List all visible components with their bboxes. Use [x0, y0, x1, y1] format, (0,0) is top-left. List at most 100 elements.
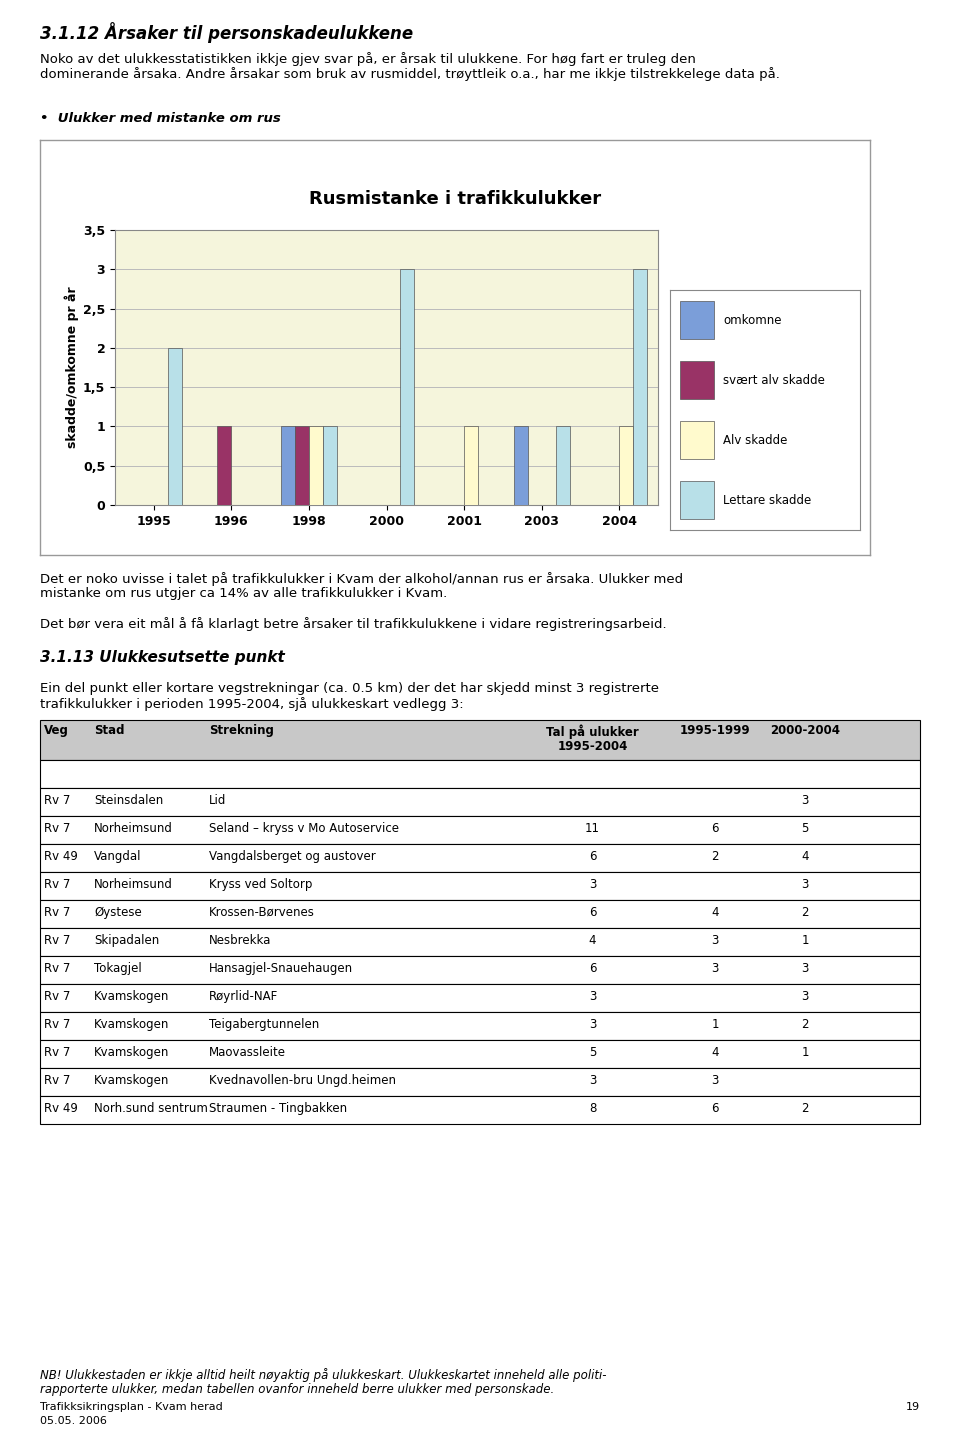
Text: Hansagjel-Snauehaugen: Hansagjel-Snauehaugen — [209, 961, 353, 975]
Text: Rv 7: Rv 7 — [44, 794, 70, 807]
Text: Kvamskogen: Kvamskogen — [94, 990, 169, 1003]
Text: Seland – kryss v Mo Autoservice: Seland – kryss v Mo Autoservice — [209, 822, 399, 835]
Text: rapporterte ulukker, medan tabellen ovanfor inneheld berre ulukker med personska: rapporterte ulukker, medan tabellen ovan… — [40, 1383, 554, 1396]
Text: 3: 3 — [588, 1018, 596, 1031]
Text: Rv 7: Rv 7 — [44, 1045, 70, 1058]
Text: 3.1.12 Årsaker til personskadeulukkene: 3.1.12 Årsaker til personskadeulukkene — [40, 22, 413, 43]
Text: Rusmistanke i trafikkulukker: Rusmistanke i trafikkulukker — [309, 190, 601, 209]
Text: Stad: Stad — [94, 724, 125, 737]
Text: Trafikksikringsplan - Kvam herad: Trafikksikringsplan - Kvam herad — [40, 1402, 223, 1412]
Text: Øystese: Øystese — [94, 906, 142, 919]
Bar — [309, 426, 323, 505]
Text: Rv 49: Rv 49 — [44, 850, 78, 863]
Text: 1: 1 — [711, 1018, 719, 1031]
Text: omkomne: omkomne — [723, 314, 781, 326]
Text: dominerande årsaka. Andre årsakar som bruk av rusmiddel, trøyttleik o.a., har me: dominerande årsaka. Andre årsakar som br… — [40, 67, 780, 81]
Text: •  Ulukker med mistanke om rus: • Ulukker med mistanke om rus — [40, 111, 280, 125]
Text: 4: 4 — [711, 906, 719, 919]
Text: Lettare skadde: Lettare skadde — [723, 494, 811, 507]
Text: Kvednavollen-bru Ungd.heimen: Kvednavollen-bru Ungd.heimen — [209, 1074, 396, 1087]
Text: 05.05. 2006: 05.05. 2006 — [40, 1416, 107, 1426]
Bar — [680, 421, 713, 459]
Text: svært alv skadde: svært alv skadde — [723, 374, 825, 387]
Text: Rv 7: Rv 7 — [44, 877, 70, 891]
Text: Tokagjel: Tokagjel — [94, 961, 142, 975]
Bar — [323, 426, 337, 505]
Text: Strekning: Strekning — [209, 724, 274, 737]
Text: 3: 3 — [711, 1074, 719, 1087]
Text: Vangdalsberget og austover: Vangdalsberget og austover — [209, 850, 375, 863]
Text: 2000-2004: 2000-2004 — [770, 724, 840, 737]
Text: 3: 3 — [588, 990, 596, 1003]
Text: Rv 49: Rv 49 — [44, 1102, 78, 1115]
Text: 3.1.13 Ulukkesutsette punkt: 3.1.13 Ulukkesutsette punkt — [40, 650, 285, 665]
Bar — [281, 426, 295, 505]
Text: Tal på ulukker: Tal på ulukker — [546, 724, 638, 738]
Text: Kvamskogen: Kvamskogen — [94, 1045, 169, 1058]
Text: 3: 3 — [802, 961, 808, 975]
Text: Det er noko uvisse i talet på trafikkulukker i Kvam der alkohol/annan rus er års: Det er noko uvisse i talet på trafikkulu… — [40, 572, 684, 586]
Text: Veg: Veg — [44, 724, 69, 737]
Bar — [464, 426, 478, 505]
Text: 3: 3 — [802, 794, 808, 807]
Text: 8: 8 — [588, 1102, 596, 1115]
Bar — [556, 426, 569, 505]
Bar — [680, 481, 713, 520]
Text: 1995-2004: 1995-2004 — [558, 740, 628, 753]
Text: 2: 2 — [802, 906, 808, 919]
Text: Rv 7: Rv 7 — [44, 1018, 70, 1031]
Text: Rv 7: Rv 7 — [44, 961, 70, 975]
Text: 6: 6 — [588, 906, 596, 919]
Text: 3: 3 — [802, 990, 808, 1003]
Text: 1: 1 — [802, 1045, 808, 1058]
Text: Røyrlid-NAF: Røyrlid-NAF — [209, 990, 278, 1003]
Text: 4: 4 — [802, 850, 808, 863]
Text: 6: 6 — [711, 1102, 719, 1115]
Text: Noko av det ulukkesstatistikken ikkje gjev svar på, er årsak til ulukkene. For h: Noko av det ulukkesstatistikken ikkje gj… — [40, 52, 696, 67]
Text: 19: 19 — [906, 1402, 920, 1412]
Text: mistanke om rus utgjer ca 14% av alle trafikkulukker i Kvam.: mistanke om rus utgjer ca 14% av alle tr… — [40, 586, 447, 599]
Text: Kvamskogen: Kvamskogen — [94, 1074, 169, 1087]
Text: 2: 2 — [711, 850, 719, 863]
Bar — [217, 426, 231, 505]
Text: 1995-1999: 1995-1999 — [680, 724, 751, 737]
Text: 4: 4 — [711, 1045, 719, 1058]
Bar — [634, 269, 647, 505]
Text: Skipadalen: Skipadalen — [94, 934, 159, 947]
Text: Alv skadde: Alv skadde — [723, 433, 787, 446]
Bar — [514, 426, 528, 505]
Text: Rv 7: Rv 7 — [44, 822, 70, 835]
Text: Teigabergtunnelen: Teigabergtunnelen — [209, 1018, 320, 1031]
Text: 2: 2 — [802, 1018, 808, 1031]
Bar — [400, 269, 415, 505]
Text: Lid: Lid — [209, 794, 227, 807]
Text: Kryss ved Soltorp: Kryss ved Soltorp — [209, 877, 312, 891]
Bar — [295, 426, 309, 505]
Text: Ein del punkt eller kortare vegstrekningar (ca. 0.5 km) der det har skjedd minst: Ein del punkt eller kortare vegstrekning… — [40, 682, 659, 695]
Text: 3: 3 — [711, 934, 719, 947]
Bar — [168, 348, 181, 505]
Text: Det bør vera eit mål å få klarlagt betre årsaker til trafikkulukkene i vidare re: Det bør vera eit mål å få klarlagt betre… — [40, 617, 666, 631]
Text: 2: 2 — [802, 1102, 808, 1115]
Text: Rv 7: Rv 7 — [44, 934, 70, 947]
Text: 3: 3 — [588, 877, 596, 891]
Text: NB! Ulukkestaden er ikkje alltid heilt nøyaktig på ulukkeskart. Ulukkeskartet in: NB! Ulukkestaden er ikkje alltid heilt n… — [40, 1368, 607, 1381]
Bar — [619, 426, 634, 505]
Text: 4: 4 — [588, 934, 596, 947]
Text: Vangdal: Vangdal — [94, 850, 141, 863]
Text: Krossen-Børvenes: Krossen-Børvenes — [209, 906, 315, 919]
Text: Steinsdalen: Steinsdalen — [94, 794, 163, 807]
Text: Rv 7: Rv 7 — [44, 1074, 70, 1087]
Text: 1: 1 — [802, 934, 808, 947]
Text: Rv 7: Rv 7 — [44, 990, 70, 1003]
Text: 3: 3 — [588, 1074, 596, 1087]
Text: 11: 11 — [585, 822, 600, 835]
Text: Nesbrekka: Nesbrekka — [209, 934, 272, 947]
Y-axis label: skadde/omkomne pr år: skadde/omkomne pr år — [64, 287, 79, 449]
Text: Maovassleite: Maovassleite — [209, 1045, 286, 1058]
Text: Kvamskogen: Kvamskogen — [94, 1018, 169, 1031]
Text: trafikkulukker i perioden 1995-2004, sjå ulukkeskart vedlegg 3:: trafikkulukker i perioden 1995-2004, sjå… — [40, 696, 464, 711]
Bar — [680, 301, 713, 339]
Text: Straumen - Tingbakken: Straumen - Tingbakken — [209, 1102, 348, 1115]
Text: 6: 6 — [711, 822, 719, 835]
